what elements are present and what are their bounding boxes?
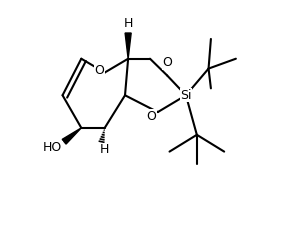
Polygon shape: [125, 33, 131, 59]
Text: H: H: [124, 17, 133, 30]
Text: H: H: [100, 143, 110, 156]
Text: HO: HO: [43, 141, 62, 154]
Text: O: O: [94, 64, 104, 77]
Text: O: O: [162, 56, 172, 69]
Text: O: O: [147, 109, 157, 123]
Text: Si: Si: [180, 89, 192, 102]
Polygon shape: [62, 128, 81, 144]
